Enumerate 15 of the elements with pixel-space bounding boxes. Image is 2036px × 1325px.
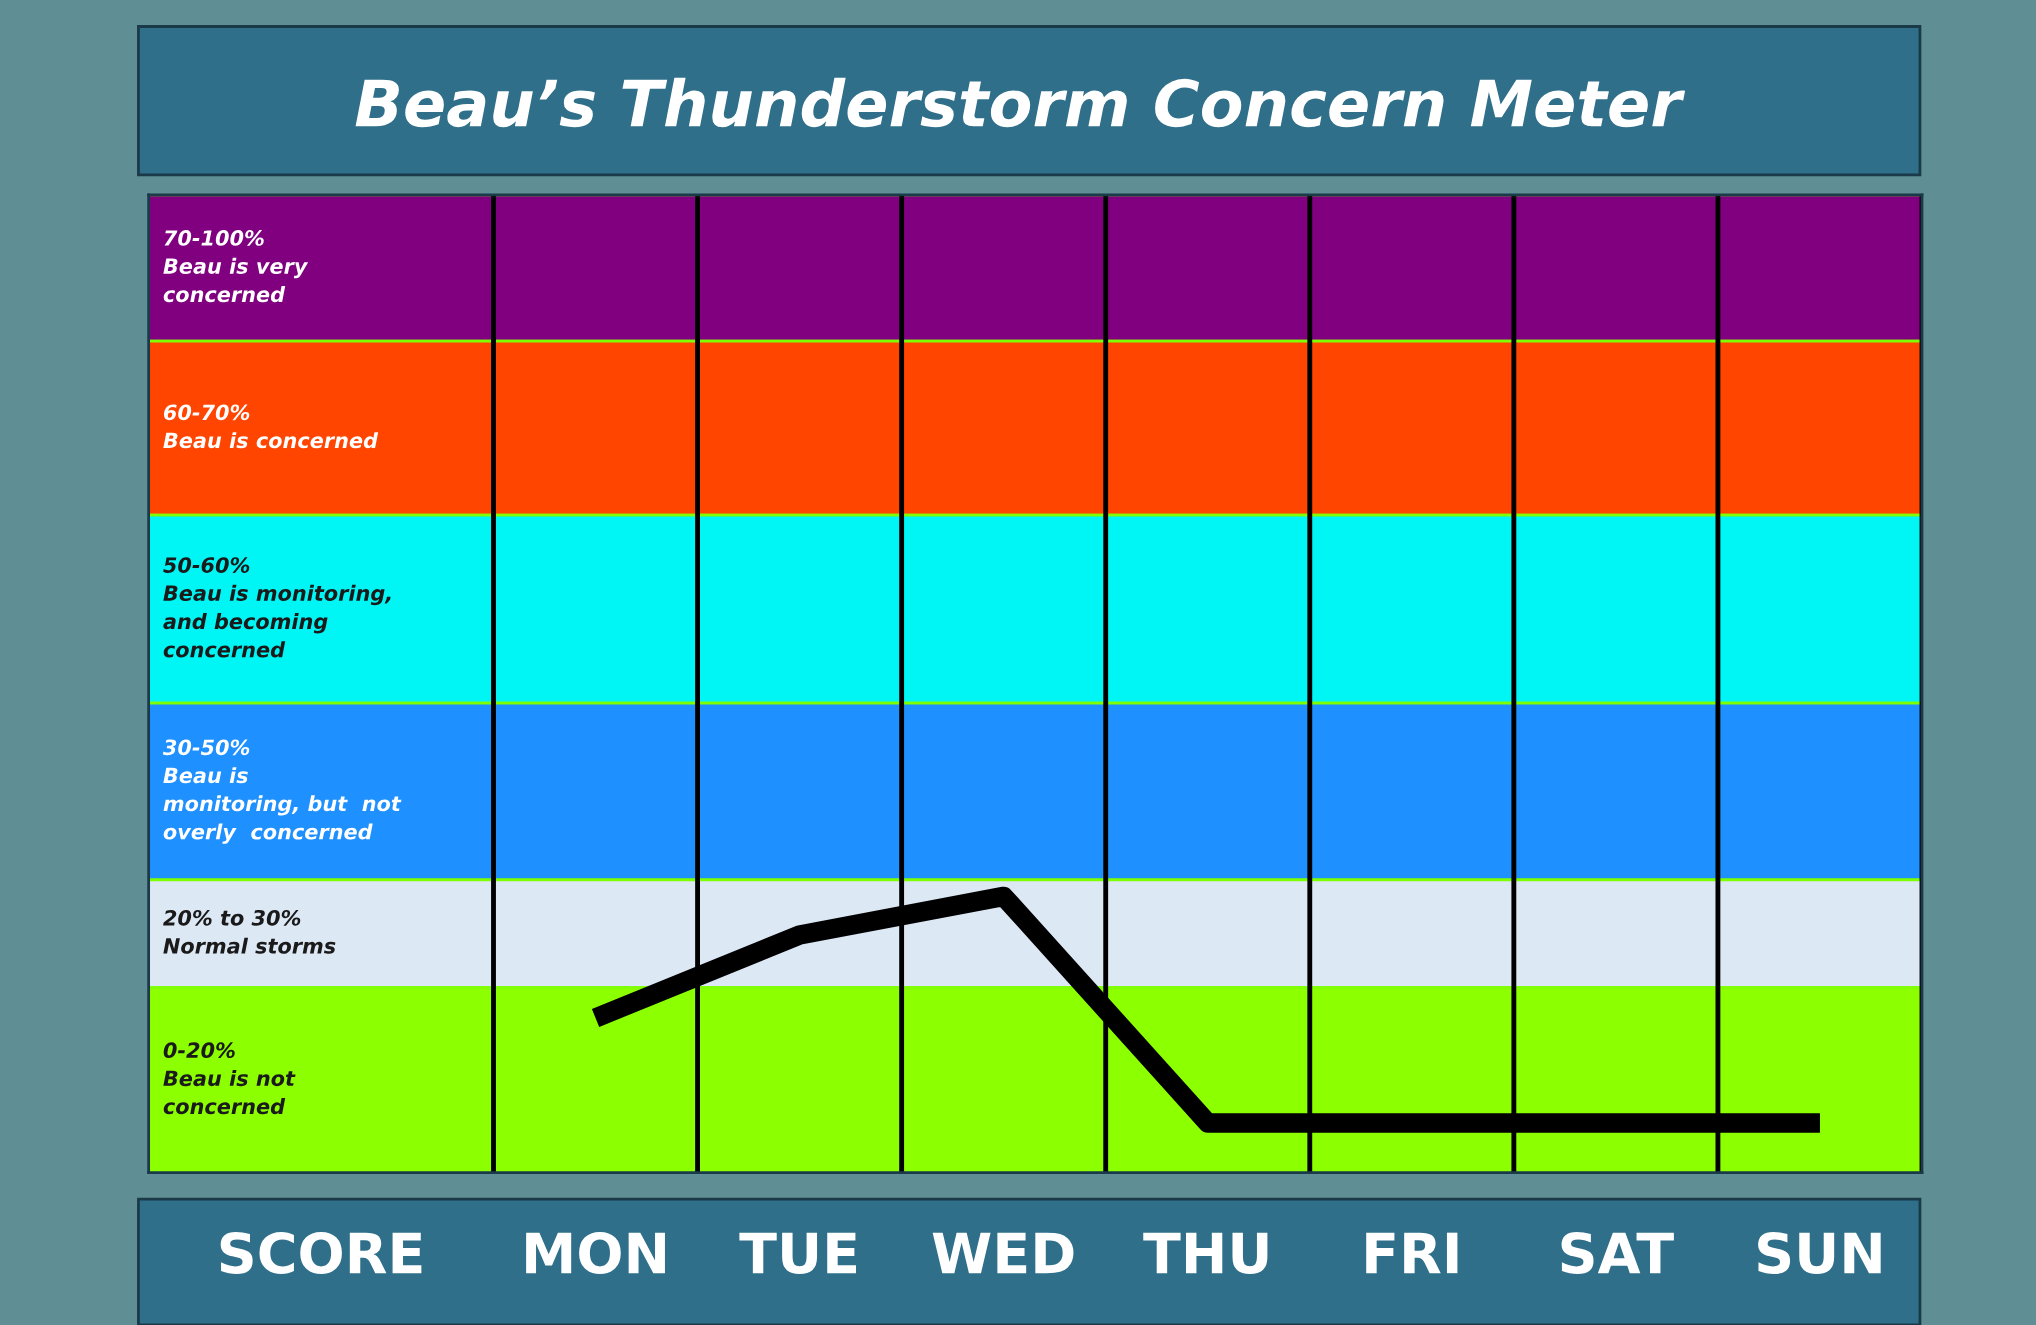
chart-title: Beau’s Thunderstorm Concern Meter (355, 77, 1686, 128)
x-tick-label: SAT (1561, 1231, 1674, 1274)
x-tick-label: WED (932, 1232, 1074, 1274)
band-label: 70-100% Beau is very concerned (163, 230, 309, 303)
x-tick-label: SUN (1758, 1231, 1881, 1274)
x-tick-label: MON (526, 1231, 665, 1274)
text: SCORE (220, 1231, 422, 1274)
x-tick-label: FRI (1366, 1232, 1458, 1274)
band-label: 60-70% Beau is concerned (163, 404, 379, 449)
band-label: 30-50% Beau is monitoring, but not overly concerned (162, 739, 402, 844)
x-tick-label: THU (1143, 1232, 1268, 1274)
band-label: 20% to 30% Normal storms (163, 909, 336, 954)
x-tick-label: TUE (739, 1232, 857, 1274)
band-label: 50-60% Beau is monitoring, and becoming concerned (163, 557, 391, 658)
band-label: 0-20% Beau is not concerned (163, 1042, 296, 1115)
